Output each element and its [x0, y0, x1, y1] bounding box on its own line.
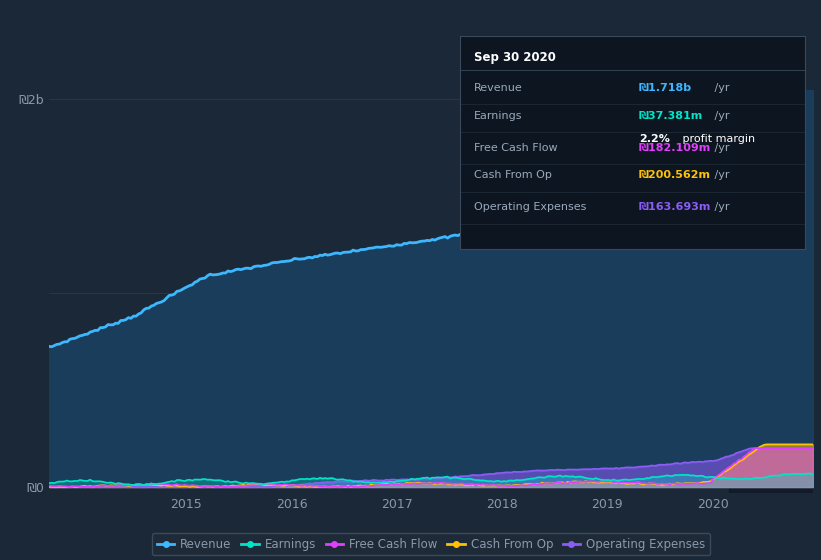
Text: /yr: /yr: [712, 170, 730, 180]
Text: Sep 30 2020: Sep 30 2020: [474, 52, 556, 64]
Legend: Revenue, Earnings, Free Cash Flow, Cash From Op, Operating Expenses: Revenue, Earnings, Free Cash Flow, Cash …: [152, 533, 710, 556]
Text: /yr: /yr: [712, 202, 730, 212]
Text: profit margin: profit margin: [679, 134, 754, 144]
Text: Earnings: Earnings: [474, 111, 522, 121]
Text: ₪37.381m: ₪37.381m: [639, 111, 704, 121]
Text: /yr: /yr: [712, 83, 730, 93]
Text: Free Cash Flow: Free Cash Flow: [474, 143, 557, 153]
Text: ₪200.562m: ₪200.562m: [639, 170, 711, 180]
Bar: [728, 90, 813, 493]
Text: Cash From Op: Cash From Op: [474, 170, 552, 180]
Text: /yr: /yr: [712, 111, 730, 121]
Text: ₪163.693m: ₪163.693m: [639, 202, 712, 212]
Text: Operating Expenses: Operating Expenses: [474, 202, 586, 212]
Text: /yr: /yr: [712, 143, 730, 153]
Text: ₪1.718b: ₪1.718b: [639, 83, 692, 93]
Text: ₪182.109m: ₪182.109m: [639, 143, 711, 153]
Text: Revenue: Revenue: [474, 83, 522, 93]
Text: 2.2%: 2.2%: [639, 134, 670, 144]
